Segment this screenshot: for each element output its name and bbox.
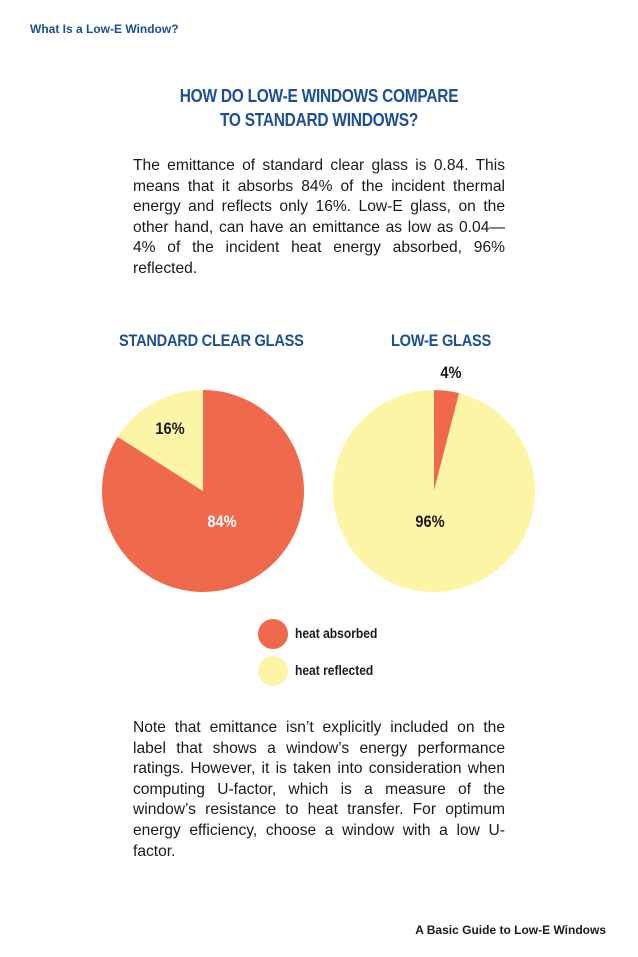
absorbed-swatch	[258, 619, 288, 649]
pie-0-value-label-absorbed: 84%	[207, 513, 236, 531]
section-title-line-2: TO STANDARD WINDOWS?	[219, 110, 419, 130]
pie-1-slice-absorbed	[434, 390, 460, 491]
legend-label-reflected: heat reflected	[295, 662, 374, 678]
running-head: What Is a Low-E Window?	[30, 22, 179, 36]
legend-label-absorbed: heat absorbed	[295, 625, 378, 641]
pie-1-value-label-absorbed: 4%	[440, 364, 461, 382]
closing-paragraph: Note that emittance isn’t explicitly inc…	[133, 719, 505, 860]
pie-0-slice-reflected	[117, 390, 203, 491]
section-title: HOW DO LOW-E WINDOWS COMPARE TO STANDARD…	[45, 84, 594, 132]
section-title-line-1: HOW DO LOW-E WINDOWS COMPARE	[179, 86, 459, 106]
lowe-glass-chart-title: LOW-E GLASS	[391, 331, 492, 350]
footer-title: A Basic Guide to Low-E Windows	[415, 923, 606, 937]
pie-1-slice-reflected	[332, 390, 535, 593]
pie-0-value-label-reflected: 16%	[155, 420, 184, 438]
reflected-swatch	[258, 656, 288, 686]
intro-paragraph: The emittance of standard clear glass is…	[133, 157, 505, 277]
pie-1-value-label-reflected: 96%	[415, 513, 444, 531]
pie-charts: 84% 16% 4% 96%	[101, 364, 535, 593]
standard-glass-chart-title: STANDARD CLEAR GLASS	[119, 331, 304, 350]
